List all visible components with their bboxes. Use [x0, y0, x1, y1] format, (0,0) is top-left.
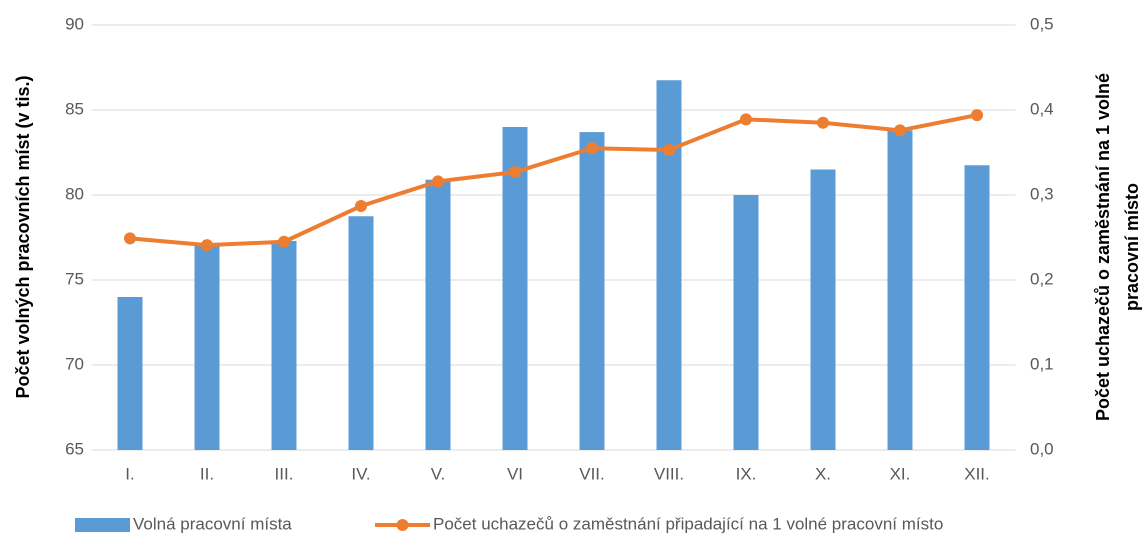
line [129, 113, 978, 248]
bar [810, 169, 836, 450]
line-marker [740, 113, 752, 126]
line-marker [509, 166, 521, 179]
y2-tick-label: 0,5 [1030, 14, 1054, 33]
line-marker [432, 175, 444, 188]
y2-tick-label: 0,2 [1030, 269, 1054, 288]
x-tick-label: I. [125, 464, 134, 483]
line-marker [663, 143, 675, 156]
x-tick-label: V. [431, 464, 446, 483]
bar [117, 297, 143, 450]
y-tick-label: 80 [65, 184, 84, 203]
y2-tick-label: 0,0 [1030, 439, 1054, 458]
y2-tick-label: 0,3 [1030, 184, 1054, 203]
line-marker [201, 239, 213, 252]
bar [579, 132, 605, 450]
line-marker [971, 109, 983, 122]
legend-label: Počet uchazečů o zaměstnání připadající … [433, 514, 943, 533]
legend-label: Volná pracovní místa [133, 514, 292, 533]
y-tick-label: 75 [65, 269, 84, 288]
bar [271, 240, 297, 450]
bar [733, 195, 759, 450]
x-tick-label: XII. [964, 464, 990, 483]
y2-tick-label: 0,4 [1030, 99, 1054, 118]
legend-swatch [396, 519, 409, 531]
x-tick-label: VII. [579, 464, 605, 483]
x-tick-label: IX. [736, 464, 757, 483]
bar [425, 179, 451, 450]
x-tick-label: II. [200, 464, 214, 483]
bar [656, 80, 682, 450]
y2-tick-label: 0,1 [1030, 354, 1054, 373]
y-tick-label: 65 [65, 439, 84, 458]
y-tick-label: 70 [65, 354, 84, 373]
bar [194, 245, 220, 450]
x-tick-label: IV. [351, 464, 370, 483]
bar [887, 130, 913, 450]
y-axis-title: Počet volných pracovních míst (v tis.) [13, 75, 33, 398]
line-marker [817, 116, 829, 129]
line-marker [355, 200, 367, 213]
x-tick-label: III. [275, 464, 294, 483]
y-tick-label: 85 [65, 99, 84, 118]
x-tick-label: XI. [890, 464, 911, 483]
bar [348, 216, 374, 450]
line-marker [278, 235, 290, 248]
bar [964, 165, 990, 450]
y2-axis-title: pracovní místo [1122, 183, 1142, 311]
line-marker [586, 142, 598, 155]
y2-axis-title: Počet uchazečů o zaměstnání na 1 volné [1093, 73, 1113, 421]
x-tick-label: VIII. [654, 464, 684, 483]
x-tick-label: X. [815, 464, 831, 483]
bar [502, 127, 528, 450]
line-marker [894, 124, 906, 137]
line-marker [124, 232, 136, 245]
x-tick-label: VI [507, 464, 523, 483]
legend-swatch [75, 518, 130, 532]
y-tick-label: 90 [65, 14, 84, 33]
